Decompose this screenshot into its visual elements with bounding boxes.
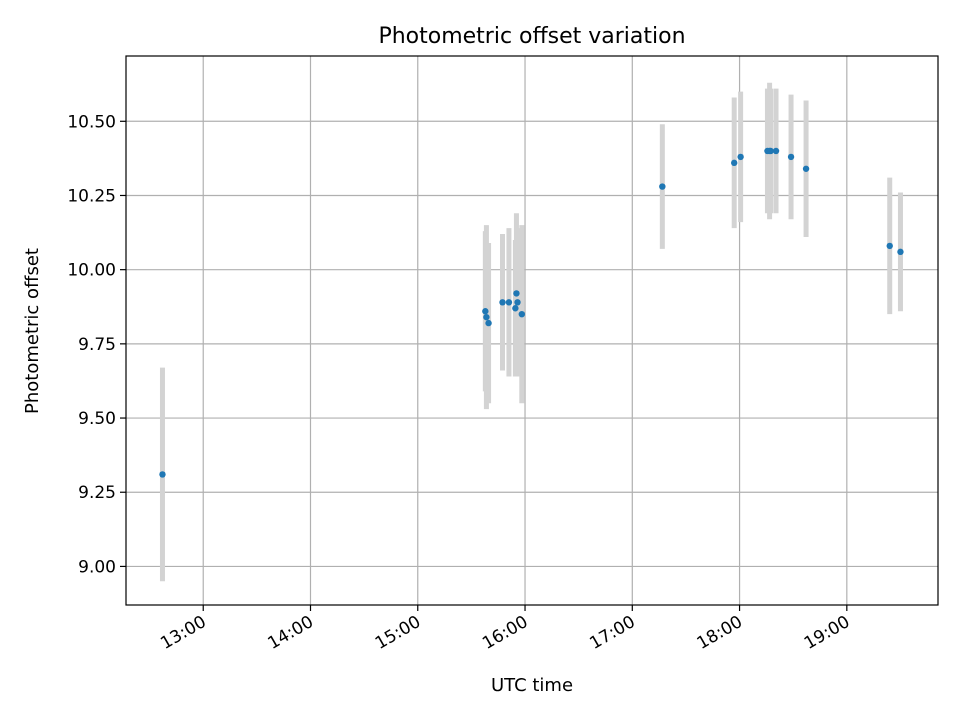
data-point [802,165,810,172]
data-point [514,299,521,306]
data-point [518,310,526,318]
y-tick-label: 9.75 [78,335,116,355]
y-tick-label: 9.00 [78,557,116,577]
x-tick-label: 19:00 [801,612,853,654]
data-point [482,308,489,315]
data-point [499,299,506,306]
plot-frame [125,55,939,606]
x-tick-label: 13:00 [157,612,209,654]
x-axis-label: UTC time [491,675,573,696]
x-axis-ticks: 13:00 14:00 15:00 16:00 17:00 18:00 19:00 [157,605,853,654]
x-tick-label: 16:00 [479,612,531,654]
y-tick-label: 10.25 [67,186,116,206]
data-point [659,183,666,190]
data-point [897,248,904,256]
data-point [772,147,780,155]
data-point [505,299,513,306]
x-tick-label: 17:00 [586,612,638,654]
x-tick-label: 18:00 [694,612,746,654]
y-tick-label: 10.00 [67,261,116,281]
data-point [485,319,492,327]
grid [126,56,938,605]
x-tick-label: 14:00 [265,612,317,654]
data-point [767,147,774,155]
y-axis-ticks: 9.00 9.25 9.50 9.75 10.00 10.25 10.50 [67,112,126,577]
data-point [787,153,795,161]
y-axis-label: Photometric offset [22,248,43,414]
chart-title: Photometric offset variation [378,24,685,49]
data-point [730,159,738,167]
y-tick-label: 10.50 [67,112,116,132]
data-point [886,242,893,250]
y-tick-label: 9.25 [78,483,116,503]
data-point [483,313,490,321]
data-point [512,305,519,312]
data-points [159,147,904,478]
x-tick-label: 15:00 [372,612,424,654]
data-point [159,471,166,478]
data-point [737,153,744,161]
data-point [513,290,520,297]
y-tick-label: 9.50 [78,409,116,429]
